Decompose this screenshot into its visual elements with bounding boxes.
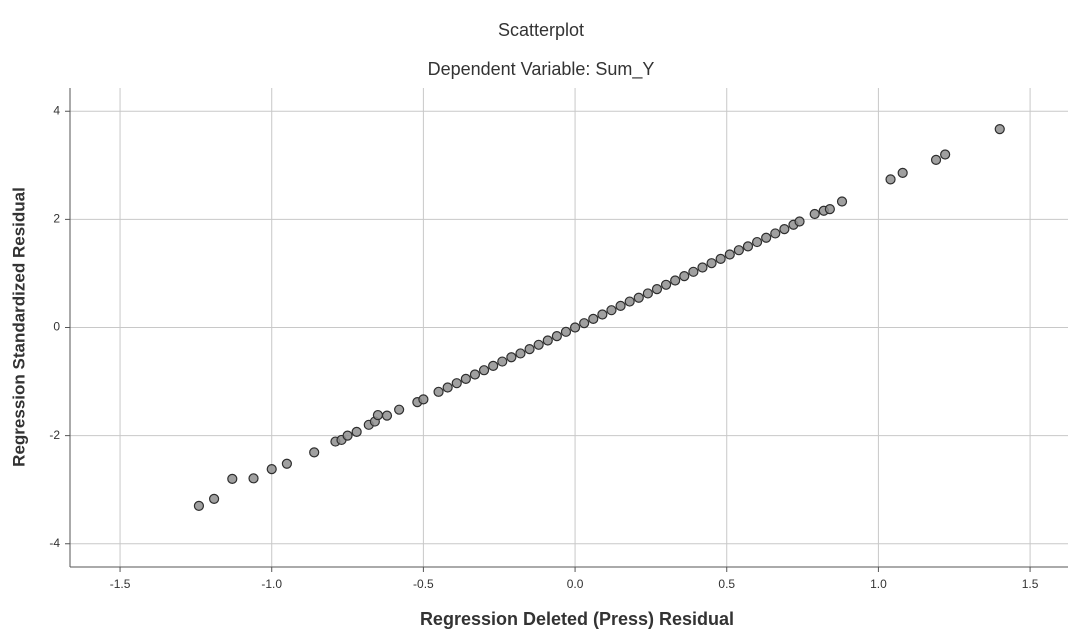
point — [825, 205, 834, 214]
point — [480, 366, 489, 375]
point — [419, 395, 428, 404]
point — [707, 259, 716, 268]
point — [725, 250, 734, 259]
chart: Scatterplot Dependent Variable: Sum_Y Re… — [0, 0, 1068, 633]
point — [589, 314, 598, 323]
point — [810, 209, 819, 218]
x-tick-label: 1.5 — [1022, 577, 1039, 591]
point — [352, 427, 361, 436]
point — [571, 323, 580, 332]
point — [716, 254, 725, 263]
point — [282, 459, 291, 468]
point — [382, 411, 391, 420]
x-tick-label: -1.0 — [261, 577, 282, 591]
x-axis-label: Regression Deleted (Press) Residual — [420, 609, 734, 629]
point — [995, 125, 1004, 134]
point — [652, 285, 661, 294]
point — [310, 448, 319, 457]
point — [598, 310, 607, 319]
point — [470, 370, 479, 379]
point — [771, 229, 780, 238]
point — [461, 374, 470, 383]
point — [507, 353, 516, 362]
point — [210, 494, 219, 503]
point — [395, 405, 404, 414]
point — [249, 474, 258, 483]
point — [689, 267, 698, 276]
point — [498, 357, 507, 366]
point — [898, 168, 907, 177]
point — [543, 336, 552, 345]
point — [662, 280, 671, 289]
point — [580, 319, 589, 328]
point — [373, 411, 382, 420]
point — [452, 379, 461, 388]
point — [194, 501, 203, 510]
point — [525, 345, 534, 354]
point — [753, 238, 762, 247]
y-tick-label: 4 — [53, 103, 60, 117]
point — [680, 272, 689, 281]
point — [607, 306, 616, 315]
point — [343, 431, 352, 440]
point — [552, 332, 561, 341]
point — [795, 217, 804, 226]
y-tick-label: -4 — [49, 536, 60, 550]
x-tick-label: -1.5 — [110, 577, 131, 591]
point — [516, 349, 525, 358]
y-tick-label: 0 — [53, 320, 60, 334]
point — [434, 387, 443, 396]
point — [762, 233, 771, 242]
point — [698, 263, 707, 272]
point — [932, 155, 941, 164]
x-tick-label: 0.0 — [567, 577, 584, 591]
point — [616, 301, 625, 310]
chart-subtitle: Dependent Variable: Sum_Y — [428, 59, 655, 80]
point — [671, 276, 680, 285]
point — [743, 242, 752, 251]
point — [838, 197, 847, 206]
point — [941, 150, 950, 159]
point — [625, 297, 634, 306]
y-tick-label: -2 — [49, 428, 60, 442]
point — [267, 465, 276, 474]
point — [228, 474, 237, 483]
point — [489, 361, 498, 370]
y-tick-label: 2 — [53, 212, 60, 226]
point — [561, 327, 570, 336]
chart-title: Scatterplot — [498, 20, 584, 40]
y-axis-label: Regression Standardized Residual — [9, 187, 28, 467]
point — [780, 225, 789, 234]
point — [443, 383, 452, 392]
point — [886, 175, 895, 184]
x-tick-label: 1.0 — [870, 577, 887, 591]
point — [534, 340, 543, 349]
point — [643, 289, 652, 298]
x-tick-label: -0.5 — [413, 577, 434, 591]
point — [734, 246, 743, 255]
point — [634, 293, 643, 302]
x-tick-label: 0.5 — [718, 577, 735, 591]
